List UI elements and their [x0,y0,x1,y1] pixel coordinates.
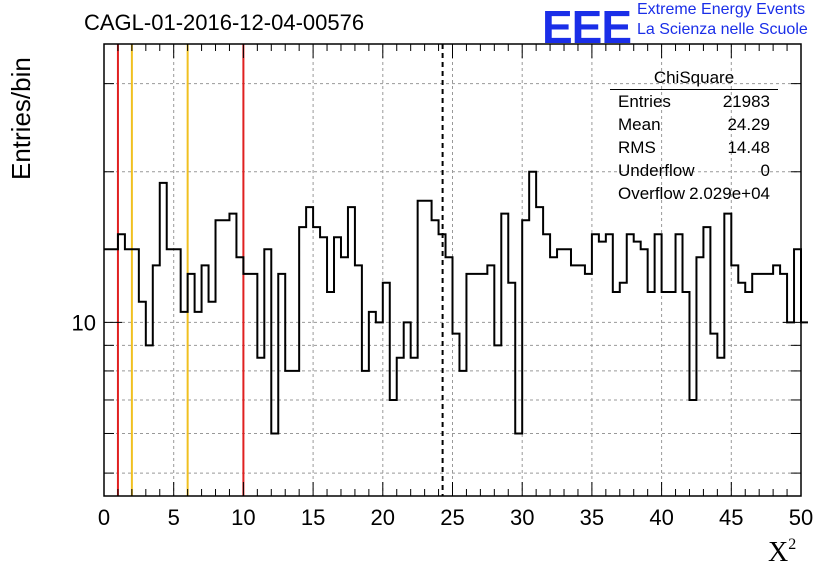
x-axis-label-base: X [768,537,789,568]
axis-tick-labels: 0 5 10 15 20 25 30 35 40 45 50 10 [72,310,814,530]
chart-title: CAGL-01-2016-12-04-00576 [84,10,365,35]
x-tick-label: 40 [649,505,673,530]
stats-row: Overflow 2.029e+04 [610,184,778,207]
x-tick-label: 45 [719,505,743,530]
stats-label: Entries [618,92,671,111]
stats-label: Mean [618,115,661,134]
stats-label: Underflow [618,161,695,180]
x-axis-label-sup: 2 [788,536,797,553]
stats-value: 0 [760,161,770,180]
stats-title: ChiSquare [610,68,778,90]
x-tick-label: 5 [168,505,180,530]
stats-row: Underflow 0 [610,161,778,184]
stats-row: Mean 24.29 [610,115,778,138]
y-tick-label: 10 [72,310,96,335]
x-axis-label: X2 [768,536,796,569]
x-tick-label: 0 [98,505,110,530]
histogram-line [104,170,808,435]
x-tick-label: 20 [371,505,395,530]
axis-ticks [103,44,802,496]
stats-value: 14.48 [727,138,770,157]
x-tick-label: 15 [301,505,325,530]
stats-row: RMS 14.48 [610,138,778,161]
x-tick-label: 10 [231,505,255,530]
stats-row: Entries 21983 [610,92,778,115]
stats-box: ChiSquare Entries 21983 Mean 24.29 RMS 14.4… [610,68,778,207]
logo-text-line2: La Scienza nelle Scuole [637,21,808,38]
y-axis-label: Entries/bin [6,57,36,180]
stats-value: 2.029e+04 [689,184,770,203]
x-tick-label: 30 [510,505,534,530]
x-tick-label: 50 [789,505,813,530]
x-tick-label: 25 [440,505,464,530]
logo-text-line1: Extreme Energy Events [637,1,806,18]
eee-logo: EEE [542,1,632,53]
stats-value: 24.29 [727,115,770,134]
x-tick-label: 35 [580,505,604,530]
stats-label: Overflow [618,184,686,203]
stats-label: RMS [618,138,656,157]
stats-value: 21983 [722,92,770,111]
marker-lines [116,44,444,496]
